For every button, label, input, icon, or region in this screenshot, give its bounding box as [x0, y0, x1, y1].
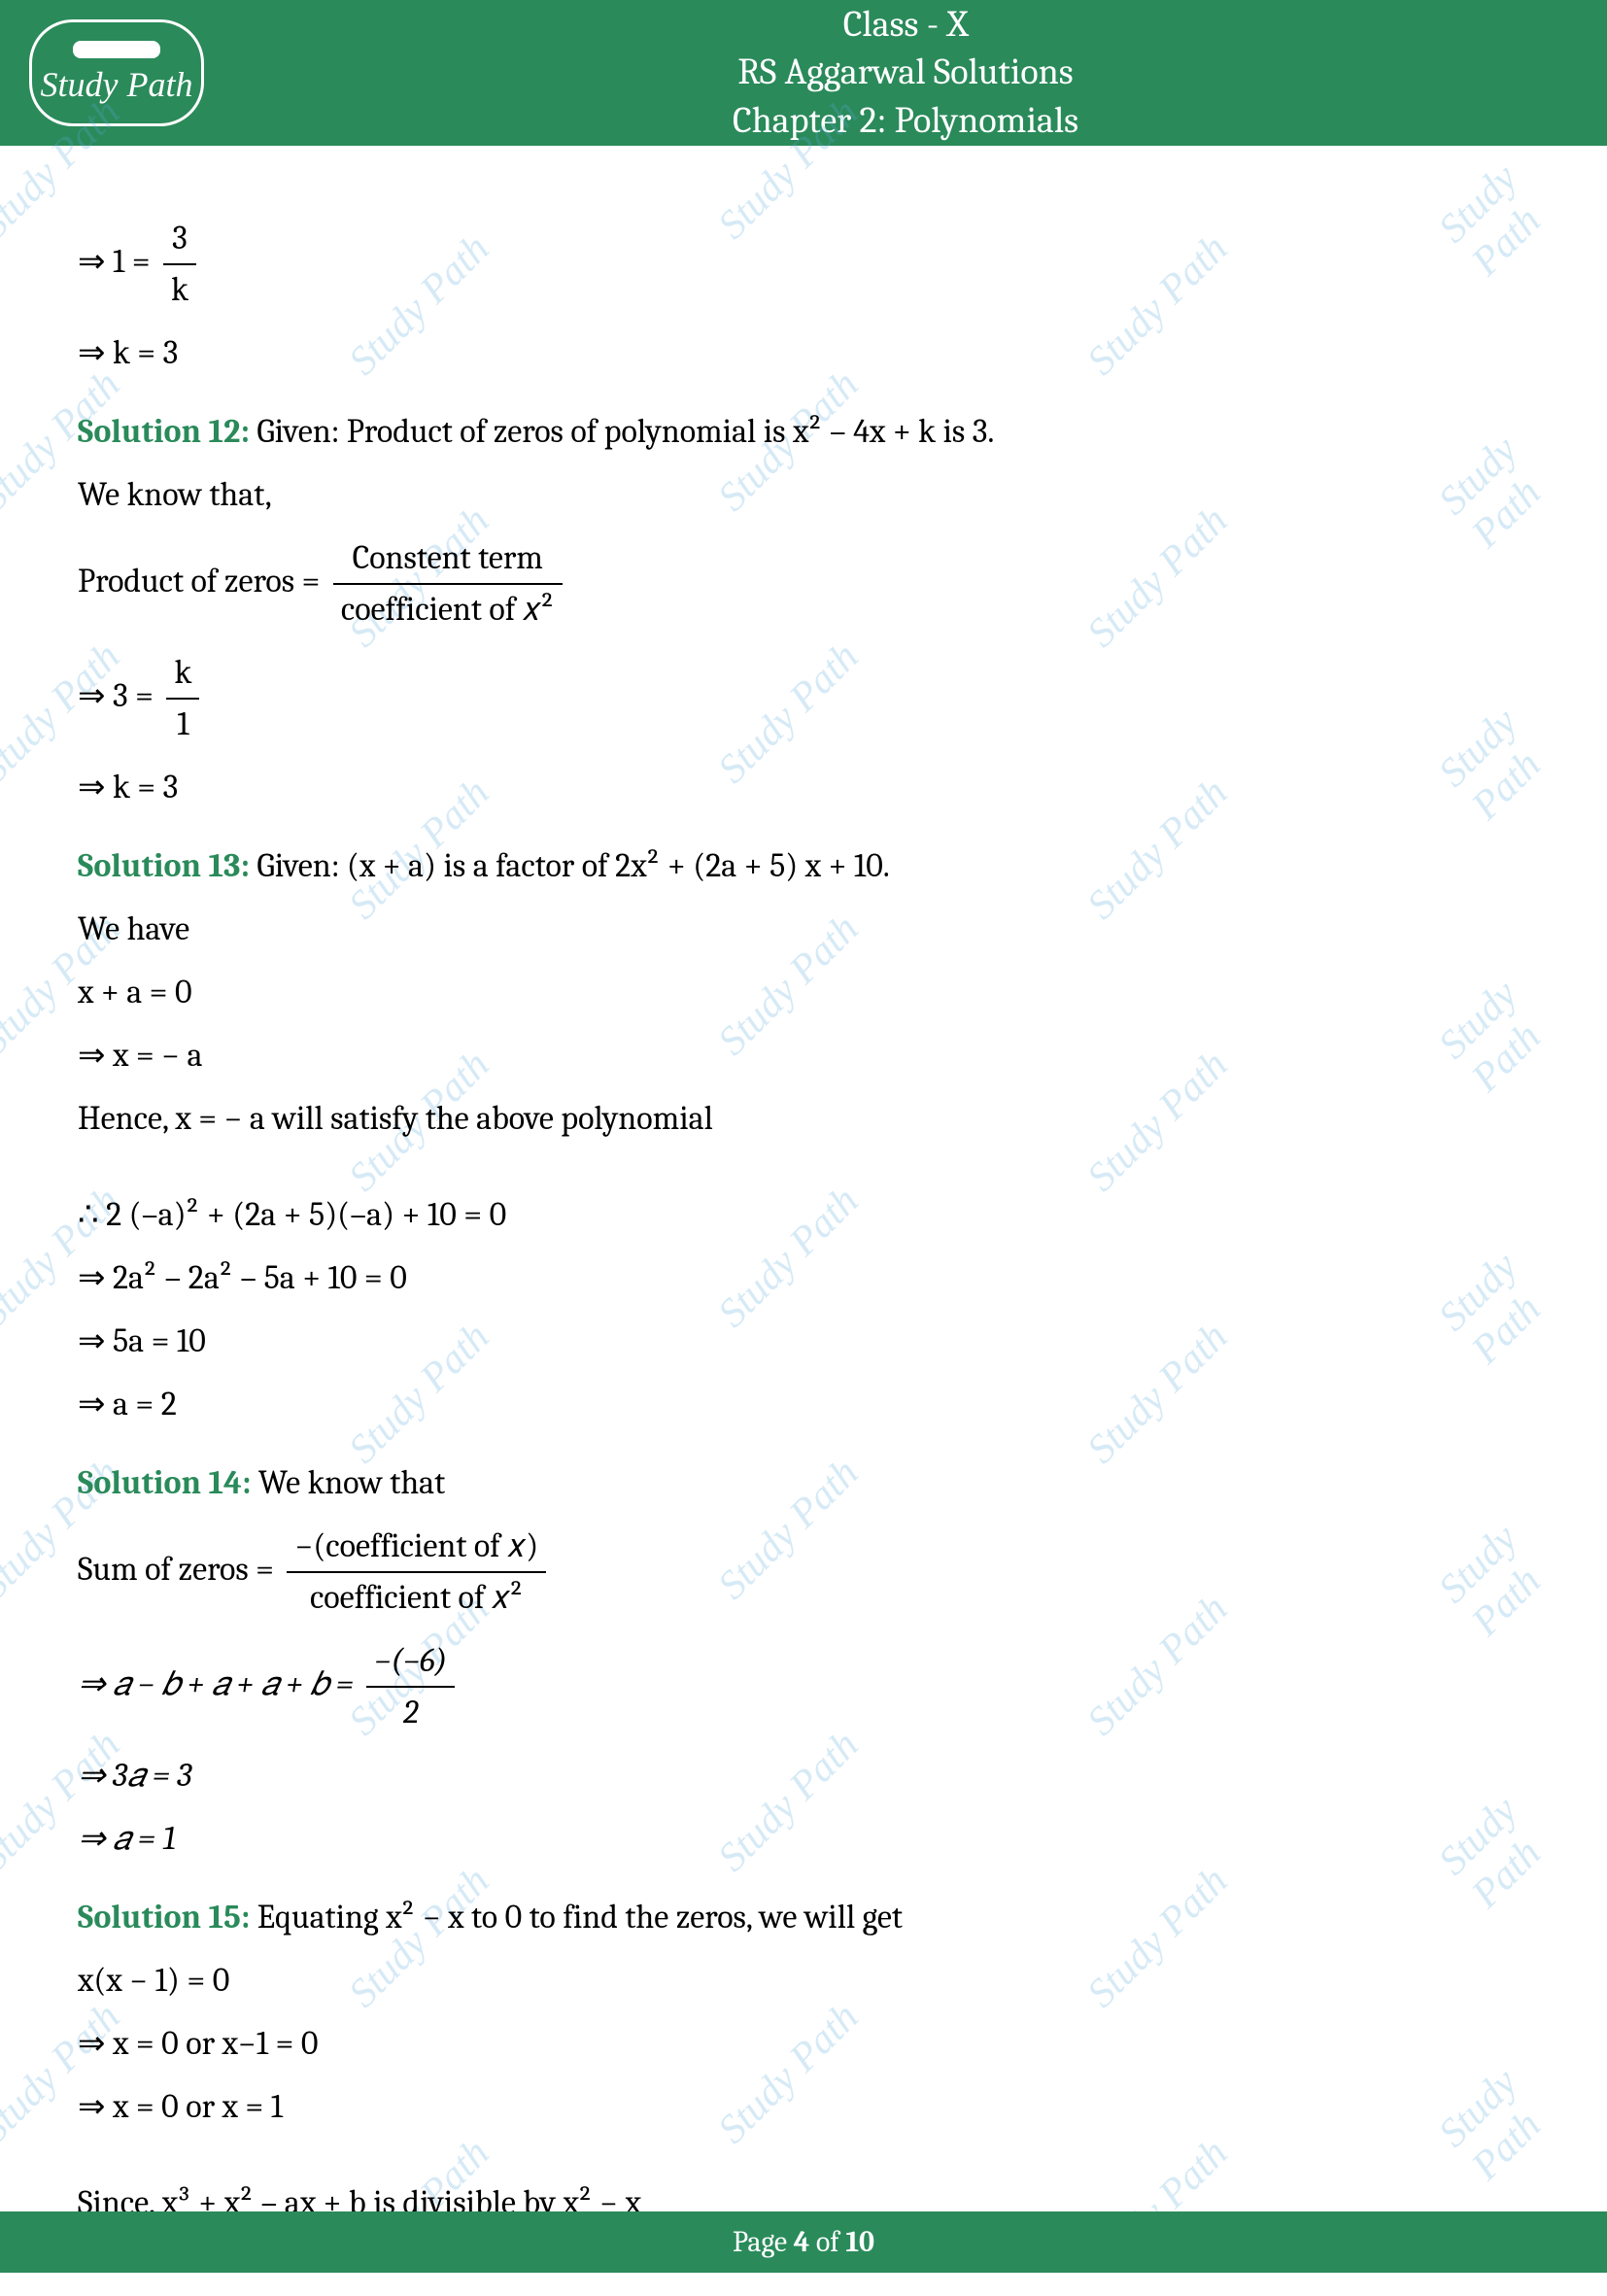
equation: ⇒ x = 0 or x−1 = 0: [78, 2019, 1529, 2069]
equation: x(x − 1) = 0: [78, 1956, 1529, 2005]
text-line: We know that: [251, 1463, 445, 1502]
denominator: 2: [366, 1686, 455, 1737]
class-label: Class - X: [233, 1, 1578, 49]
eq-lhs: ⇒ 𝑎 − 𝑏 + 𝑎 + 𝑎 + 𝑏 =: [78, 1664, 354, 1703]
numerator: −(−6): [366, 1636, 455, 1686]
book-title: RS Aggarwal Solutions: [233, 49, 1578, 96]
page-header: Study Path Class - X RS Aggarwal Solutio…: [0, 0, 1607, 146]
solution-label: Solution 12:: [78, 412, 250, 451]
solution-heading: Solution 12: Given: Product of zeros of …: [78, 407, 1529, 457]
denominator: 1: [166, 698, 199, 749]
equation: ⇒ k = 3: [78, 328, 1529, 378]
equation: ⇒ k = 3: [78, 763, 1529, 812]
logo-text: Study Path: [41, 64, 193, 105]
pencil-icon: [73, 41, 160, 58]
fraction: −(coefficient of 𝑥) coefficient of 𝑥²: [287, 1522, 546, 1623]
page-content: ⇒ 1 = 3 k ⇒ k = 3 Solution 12: Given: Pr…: [0, 146, 1607, 2296]
total-pages: 10: [845, 2225, 874, 2259]
denominator: coefficient of 𝑥²: [333, 583, 563, 634]
solution-label: Solution 13:: [78, 846, 250, 885]
solution-label: Solution 14:: [78, 1463, 251, 1502]
equation: x + a = 0: [78, 968, 1529, 1017]
numerator: Constent term: [333, 533, 563, 583]
fraction: −(−6) 2: [366, 1636, 455, 1737]
denominator: coefficient of 𝑥²: [287, 1571, 546, 1623]
equation: ∴ 2 (–a)² + (2a + 5)(–a) + 10 = 0: [78, 1190, 1529, 1240]
text-line: We know that,: [78, 470, 1529, 520]
numerator: k: [166, 648, 199, 698]
footer-prefix: Page: [733, 2225, 794, 2259]
fraction: 3 k: [163, 214, 196, 315]
solution-13: Solution 13: Given: (x + a) is a factor …: [78, 841, 1529, 1429]
eq-lhs: ⇒ 1 =: [78, 242, 151, 281]
page-footer: Page 4 of 10: [0, 2211, 1607, 2273]
fraction: Constent term coefficient of 𝑥²: [333, 533, 563, 634]
solution-label: Solution 15:: [78, 1898, 250, 1936]
equation: ⇒ 𝑎 − 𝑏 + 𝑎 + 𝑎 + 𝑏 = −(−6) 2: [78, 1636, 1529, 1737]
numerator: −(coefficient of 𝑥): [287, 1522, 546, 1571]
equation: ⇒ 3𝑎 = 3: [78, 1751, 1529, 1800]
equation: ⇒ x = − a: [78, 1031, 1529, 1080]
fraction: k 1: [166, 648, 199, 749]
solution-heading: Solution 13: Given: (x + a) is a factor …: [78, 841, 1529, 891]
equation: ⇒ 1 = 3 k: [78, 214, 1529, 315]
solution-14: Solution 14: We know that Sum of zeros =…: [78, 1458, 1529, 1864]
text-line: Equating x² − x to 0 to find the zeros, …: [250, 1898, 903, 1936]
equation: ⇒ 𝑎 = 1: [78, 1814, 1529, 1864]
solution-heading: Solution 14: We know that: [78, 1458, 1529, 1508]
equation: Product of zeros = Constent term coeffic…: [78, 533, 1529, 634]
header-titles: Class - X RS Aggarwal Solutions Chapter …: [233, 1, 1578, 145]
page-number: 4: [794, 2225, 810, 2259]
logo: Study Path: [29, 19, 204, 126]
numerator: 3: [163, 214, 196, 263]
solution-12: Solution 12: Given: Product of zeros of …: [78, 407, 1529, 812]
equation: ⇒ x = 0 or x = 1: [78, 2082, 1529, 2132]
equation: ⇒ 3 = k 1: [78, 648, 1529, 749]
equation: ⇒ 2a² – 2a² – 5a + 10 = 0: [78, 1253, 1529, 1303]
footer-mid: of: [809, 2225, 845, 2259]
denominator: k: [163, 263, 196, 315]
solution-15: Solution 15: Equating x² − x to 0 to fin…: [78, 1893, 1529, 2228]
text-line: We have: [78, 905, 1529, 954]
given-text: Given: (x + a) is a factor of 2x² + (2a …: [250, 846, 890, 885]
equation: ⇒ 5a = 10: [78, 1317, 1529, 1366]
eq-lhs: ⇒ 3 =: [78, 676, 154, 715]
solution-11-continuation: ⇒ 1 = 3 k ⇒ k = 3: [78, 214, 1529, 378]
eq-lhs: Sum of zeros =: [78, 1550, 274, 1589]
equation: Sum of zeros = −(coefficient of 𝑥) coeff…: [78, 1522, 1529, 1623]
equation: ⇒ a = 2: [78, 1380, 1529, 1429]
eq-lhs: Product of zeros =: [78, 562, 320, 600]
text-line: Hence, x = − a will satisfy the above po…: [78, 1094, 1529, 1144]
given-text: Given: Product of zeros of polynomial is…: [250, 412, 995, 451]
chapter-title: Chapter 2: Polynomials: [233, 97, 1578, 145]
solution-heading: Solution 15: Equating x² − x to 0 to fin…: [78, 1893, 1529, 1942]
